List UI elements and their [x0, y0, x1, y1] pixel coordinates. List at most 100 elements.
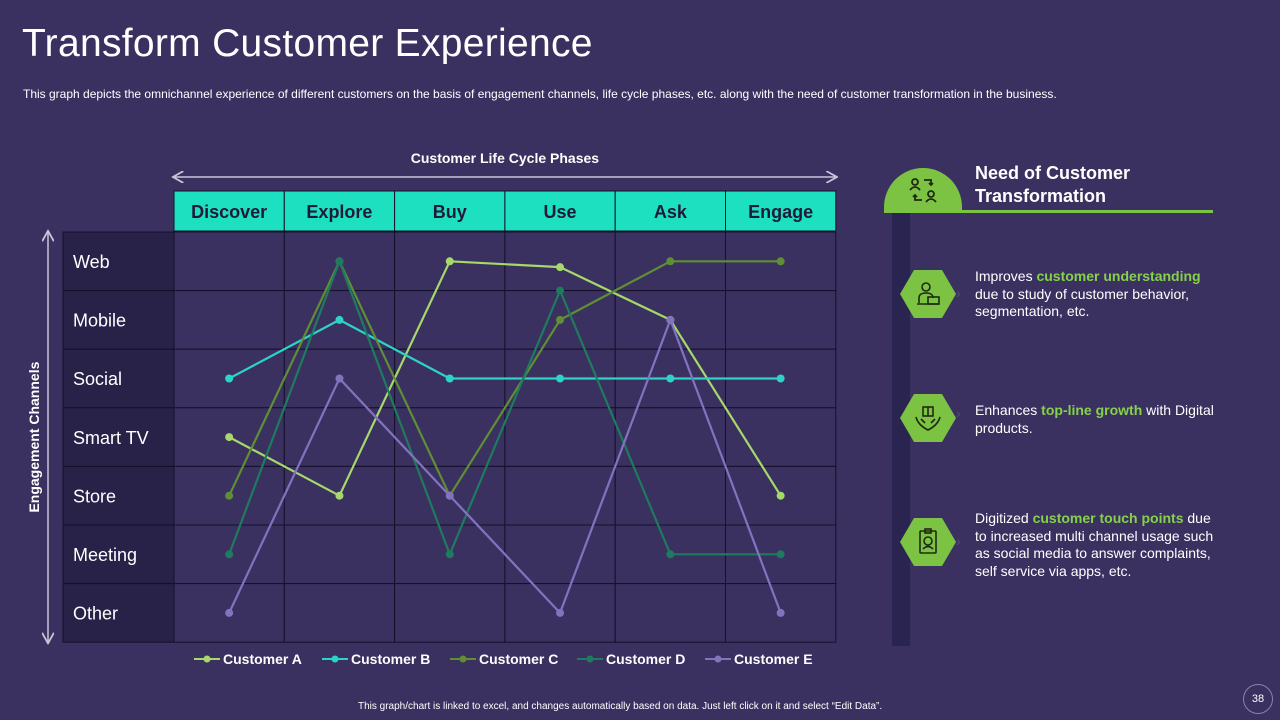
page-title: Transform Customer Experience	[22, 22, 593, 65]
grid-cell	[283, 583, 396, 643]
series-point-2	[225, 374, 234, 383]
series-point-1	[225, 433, 234, 442]
channel-label-cell	[62, 407, 175, 467]
legend-label: Customer E	[734, 651, 813, 667]
page-number-badge: 38	[1243, 684, 1273, 714]
series-point-5	[666, 315, 675, 324]
series-point-5	[335, 374, 344, 383]
x-axis-title: Customer Life Cycle Phases	[411, 150, 600, 166]
grid-cell	[394, 583, 506, 643]
channel-label-cell	[62, 231, 175, 292]
channel-label: Meeting	[73, 545, 137, 565]
grid-cell	[504, 407, 616, 467]
benefit-text: Digitized customer touch points due to i…	[975, 510, 1214, 579]
y-axis-title: Engagement Channels	[26, 361, 42, 512]
grid-cell	[614, 407, 727, 467]
series-point-1	[445, 257, 454, 266]
series-point-2	[556, 374, 565, 383]
legend-swatch-marker	[586, 655, 594, 663]
grid-cell	[614, 465, 727, 526]
need-of-transformation-panel: Need of Customer Transformation › Improv…	[884, 160, 1264, 650]
panel-header-badge	[884, 168, 962, 212]
series-point-5	[225, 608, 234, 617]
series-point-2	[776, 374, 785, 383]
phase-header-label: Ask	[654, 202, 688, 222]
chevron-right-icon: ›	[956, 533, 961, 549]
channel-label-cell	[62, 465, 175, 526]
phase-header-label: Discover	[191, 202, 267, 222]
series-point-2	[335, 315, 344, 324]
series-point-1	[556, 263, 565, 272]
channel-label-cell	[62, 524, 175, 585]
grid-cell	[504, 465, 616, 526]
grid-cell	[504, 524, 616, 585]
series-point-4	[776, 550, 785, 559]
page-subtitle: This graph depicts the omnichannel exper…	[23, 87, 1057, 101]
series-line-5	[228, 318, 782, 615]
series-point-4	[556, 286, 565, 295]
series-line-4	[228, 260, 781, 556]
series-point-1	[776, 491, 785, 500]
series-point-5	[445, 491, 454, 500]
channel-label: Store	[73, 486, 116, 506]
benefit-text: Improves customer understanding due to s…	[975, 268, 1201, 319]
phase-header-label: Use	[544, 202, 577, 222]
legend-swatch-marker	[203, 655, 211, 663]
legend-swatch-marker	[714, 655, 722, 663]
series-line-2	[228, 318, 781, 380]
series-point-2	[666, 374, 675, 383]
series-line-3	[228, 260, 781, 497]
legend-swatch-marker	[331, 655, 339, 663]
grid-cell	[173, 231, 285, 292]
phase-header-cell	[614, 190, 727, 232]
benefit-text: Enhances top-line growth with Digital pr…	[975, 402, 1214, 436]
series-point-4	[225, 550, 234, 559]
phase-header-label: Engage	[748, 202, 813, 222]
panel-underline	[884, 210, 1213, 213]
legend-label: Customer D	[606, 651, 685, 667]
phase-header-cell	[394, 190, 506, 232]
series-point-3	[225, 491, 234, 500]
series-line-1	[228, 260, 782, 497]
series-point-3	[776, 257, 785, 266]
series-point-4	[666, 550, 675, 559]
series-point-2	[445, 374, 454, 383]
grid-cell	[614, 583, 727, 643]
transformation-icon	[909, 178, 937, 203]
legend-swatch-marker	[459, 655, 467, 663]
legend-label: Customer B	[351, 651, 430, 667]
chevron-right-icon: ›	[956, 405, 961, 421]
series-point-4	[445, 550, 454, 559]
series-point-4	[335, 257, 344, 266]
channel-label: Smart TV	[73, 428, 149, 448]
phase-header-cell	[283, 190, 396, 232]
channel-label-cell	[62, 583, 175, 643]
legend-label: Customer A	[223, 651, 302, 667]
grid-cell	[173, 290, 285, 350]
channel-label-cell	[62, 290, 175, 350]
chart-footnote: This graph/chart is linked to excel, and…	[358, 701, 883, 712]
grid-cell	[725, 290, 837, 350]
series-point-1	[335, 491, 344, 500]
channel-label: Social	[73, 369, 122, 389]
panel-heading: Need of Customer Transformation	[975, 163, 1131, 206]
grid-cell	[725, 407, 837, 467]
grid-cell	[394, 290, 506, 350]
grid-cell	[283, 524, 396, 585]
grid-cell	[283, 407, 396, 467]
series-point-3	[666, 257, 675, 266]
channel-label: Mobile	[73, 311, 126, 331]
chevron-right-icon: ›	[956, 285, 961, 301]
series-point-5	[556, 608, 565, 617]
omnichannel-line-chart[interactable]: Customer Life Cycle Phases Engagement Cha…	[0, 0, 870, 690]
channel-label-cell	[62, 348, 175, 409]
channel-label: Web	[73, 252, 110, 272]
legend-label: Customer C	[479, 651, 558, 667]
grid-cell	[283, 231, 396, 292]
series-point-5	[776, 608, 785, 617]
series-point-3	[556, 315, 565, 324]
grid-cell	[504, 231, 616, 292]
phase-header-cell	[725, 190, 837, 232]
grid-cell	[394, 407, 506, 467]
phase-header-label: Explore	[306, 202, 372, 222]
